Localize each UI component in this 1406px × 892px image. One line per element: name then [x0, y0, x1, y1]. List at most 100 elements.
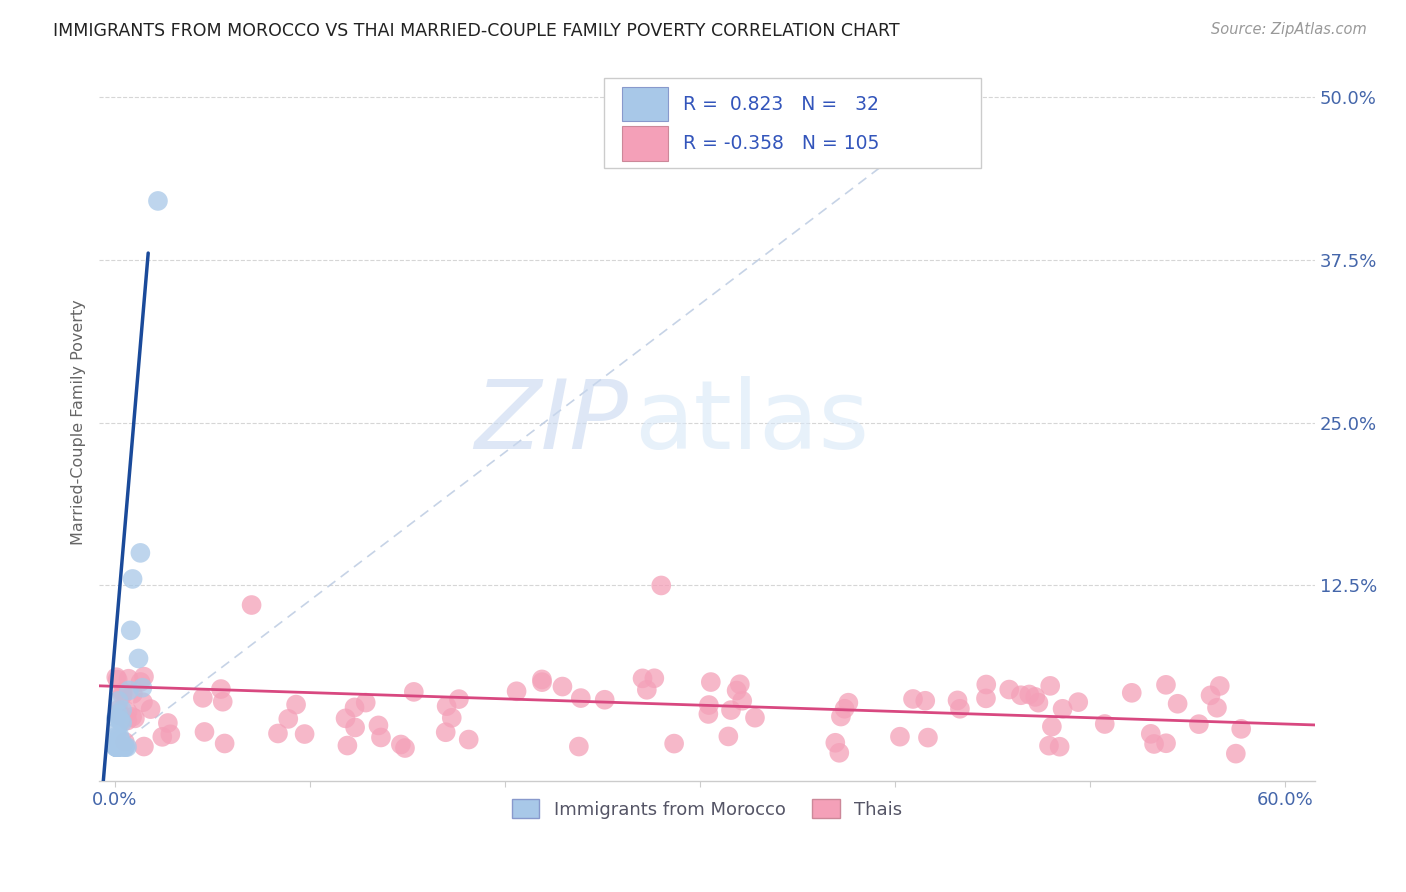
Point: [1028, 696, 1050, 710]
Point: [1038, 739, 1060, 753]
Point: [114, 735, 136, 749]
Point: [344, 721, 367, 735]
Point: [107, 673, 129, 687]
Point: [105, 740, 128, 755]
Point: [394, 741, 416, 756]
Point: [108, 729, 131, 743]
Point: [728, 677, 751, 691]
Point: [1225, 747, 1247, 761]
Point: [114, 740, 136, 755]
Point: [121, 572, 143, 586]
Point: [889, 730, 911, 744]
Point: [105, 740, 128, 755]
Text: IMMIGRANTS FROM MOROCCO VS THAI MARRIED-COUPLE FAMILY POVERTY CORRELATION CHART: IMMIGRANTS FROM MOROCCO VS THAI MARRIED-…: [53, 22, 900, 40]
Point: [1154, 678, 1177, 692]
Point: [447, 692, 470, 706]
Point: [209, 681, 232, 696]
Point: [389, 738, 412, 752]
Point: [1167, 697, 1189, 711]
Text: Source: ZipAtlas.com: Source: ZipAtlas.com: [1211, 22, 1367, 37]
Point: [700, 675, 723, 690]
Point: [156, 716, 179, 731]
Text: ZIP: ZIP: [474, 376, 628, 469]
Point: [551, 680, 574, 694]
Point: [343, 700, 366, 714]
Point: [901, 692, 924, 706]
Point: [824, 736, 846, 750]
Point: [146, 194, 169, 208]
Point: [569, 691, 592, 706]
Point: [830, 709, 852, 723]
Point: [1143, 737, 1166, 751]
Point: [1010, 688, 1032, 702]
Point: [105, 740, 128, 755]
Point: [114, 740, 136, 755]
Point: [1039, 679, 1062, 693]
Point: [643, 671, 665, 685]
Point: [120, 624, 142, 638]
Point: [277, 712, 299, 726]
Point: [159, 727, 181, 741]
Point: [1040, 720, 1063, 734]
Text: R =  0.823   N =   32: R = 0.823 N = 32: [683, 95, 879, 113]
Point: [434, 725, 457, 739]
Point: [211, 695, 233, 709]
Point: [440, 711, 463, 725]
Point: [834, 702, 856, 716]
Point: [111, 715, 134, 730]
Point: [998, 682, 1021, 697]
Point: [720, 703, 742, 717]
Point: [118, 683, 141, 698]
Point: [974, 691, 997, 706]
Point: [108, 708, 131, 723]
Point: [214, 737, 236, 751]
Point: [240, 598, 263, 612]
Point: [457, 732, 479, 747]
Point: [636, 682, 658, 697]
Point: [697, 698, 720, 712]
FancyBboxPatch shape: [603, 78, 980, 168]
Point: [436, 699, 458, 714]
Point: [914, 694, 936, 708]
Point: [105, 729, 128, 743]
Point: [121, 710, 143, 724]
Point: [370, 731, 392, 745]
Point: [150, 730, 173, 744]
Point: [111, 740, 134, 755]
Point: [105, 740, 128, 755]
Point: [1209, 679, 1232, 693]
Point: [107, 740, 129, 755]
Point: [267, 726, 290, 740]
Legend: Immigrants from Morocco, Thais: Immigrants from Morocco, Thais: [505, 791, 910, 826]
Point: [294, 727, 316, 741]
Point: [124, 711, 146, 725]
Point: [946, 693, 969, 707]
Text: atlas: atlas: [634, 376, 869, 469]
Point: [744, 711, 766, 725]
Point: [107, 694, 129, 708]
Point: [1049, 739, 1071, 754]
Point: [354, 696, 377, 710]
Point: [132, 670, 155, 684]
Point: [105, 735, 128, 749]
Point: [105, 740, 128, 755]
Point: [111, 688, 134, 702]
Point: [1188, 717, 1211, 731]
Point: [731, 694, 754, 708]
Point: [107, 740, 129, 755]
Point: [117, 714, 139, 728]
Point: [1206, 700, 1229, 714]
Point: [105, 670, 128, 684]
Point: [111, 703, 134, 717]
Point: [110, 714, 132, 729]
Point: [131, 681, 153, 695]
Point: [974, 677, 997, 691]
Point: [336, 739, 359, 753]
Point: [122, 687, 145, 701]
Point: [828, 746, 851, 760]
Point: [108, 713, 131, 727]
Point: [129, 546, 152, 560]
Point: [107, 706, 129, 721]
Point: [949, 702, 972, 716]
Point: [1199, 689, 1222, 703]
